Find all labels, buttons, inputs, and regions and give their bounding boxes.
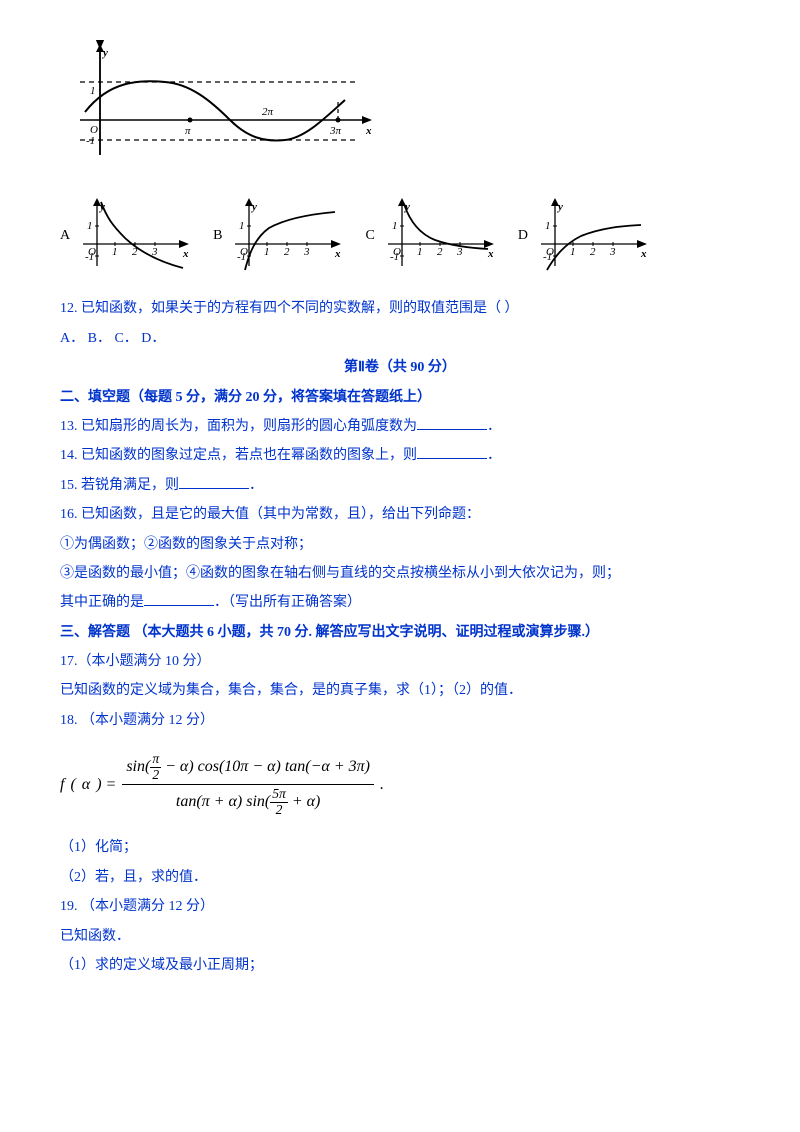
option-d-label: D — [518, 221, 528, 250]
svg-text:1: 1 — [417, 246, 423, 258]
option-a: A 1 -1 O y x 1 2 3 — [60, 196, 193, 274]
q16-l3: ③是函数的最小值；④函数的图象在轴右侧与直线的交点按横坐标从小到大依次记为，则； — [60, 559, 740, 588]
q14-dot: ． — [487, 448, 501, 463]
svg-text:x: x — [182, 248, 189, 260]
svg-text:1: 1 — [545, 220, 551, 232]
q16-blank — [144, 591, 214, 606]
svg-text:y: y — [101, 47, 108, 59]
svg-text:2: 2 — [590, 246, 596, 258]
q13-blank — [417, 415, 487, 430]
q12-options: A． B． C． D． — [60, 324, 740, 353]
svg-text:O: O — [393, 246, 401, 258]
q19-l1: 19. （本小题满分 12 分） — [60, 892, 740, 921]
svg-text:y: y — [250, 201, 257, 213]
svg-text:O: O — [240, 246, 248, 258]
q13-dot: ． — [487, 419, 501, 434]
q18-sub2: （2）若，且，求的值． — [60, 863, 740, 892]
svg-text:1: 1 — [87, 220, 93, 232]
svg-text:1: 1 — [264, 246, 270, 258]
svg-text:x: x — [334, 248, 341, 260]
q15-dot: ． — [249, 478, 263, 493]
svg-text:2π: 2π — [262, 106, 274, 118]
svg-text:1: 1 — [392, 220, 398, 232]
q19-l3: （1）求的定义域及最小正周期； — [60, 951, 740, 980]
q18-sub1: （1）化简； — [60, 833, 740, 862]
svg-text:1: 1 — [239, 220, 245, 232]
svg-text:O: O — [90, 124, 98, 136]
svg-text:2: 2 — [284, 246, 290, 258]
svg-text:O: O — [546, 246, 554, 258]
svg-text:3: 3 — [456, 246, 463, 258]
option-graphs-row: A 1 -1 O y x 1 2 3 B 1 -1 O — [60, 196, 740, 274]
q19-l2: 已知函数． — [60, 922, 740, 951]
svg-text:3: 3 — [609, 246, 616, 258]
section3-heading: 三、解答题 （本大题共 6 小题，共 70 分. 解答应写出文字说明、证明过程或… — [60, 618, 740, 647]
svg-text:x: x — [640, 248, 647, 260]
svg-text:π: π — [185, 125, 191, 137]
q14-text: 14. 已知函数的图象过定点，若点也在幂函数的图象上，则 — [60, 448, 417, 463]
q17-l2: 已知函数的定义域为集合，集合，集合，是的真子集，求（1）；（2）的值． — [60, 676, 740, 705]
option-d: D 1 -1 O y x 1 2 3 — [518, 196, 651, 274]
q16-l1: 16. 已知函数，且是它的最大值（其中为常数，且），给出下列命题： — [60, 500, 740, 529]
svg-text:1: 1 — [570, 246, 576, 258]
q16-l4-post: ．（写出所有正确答案） — [214, 595, 361, 610]
option-c: C 1 -1 O y x 1 2 3 — [365, 196, 497, 274]
option-b: B 1 -1 O y x 1 2 3 — [213, 196, 345, 274]
q16-l4-pre: 其中正确的是 — [60, 595, 144, 610]
main-sine-graph: 1 -1 O y x π 2π 3π — [70, 40, 740, 181]
q17-l1: 17.（本小题满分 10 分） — [60, 647, 740, 676]
svg-text:3: 3 — [303, 246, 310, 258]
q14: 14. 已知函数的图象过定点，若点也在幂函数的图象上，则 ． — [60, 441, 740, 470]
section2-heading: 二、填空题（每题 5 分，满分 20 分，将答案填在答题纸上） — [60, 383, 740, 412]
q12-text: 12. 已知函数，如果关于的方程有四个不同的实数解，则的取值范围是（ ） — [60, 294, 740, 323]
svg-text:1: 1 — [112, 246, 118, 258]
svg-text:-1: -1 — [86, 135, 95, 147]
q18-formula: f(α) = sin(π2 − α) cos(10π − α) tan(−α +… — [60, 750, 740, 818]
q15-blank — [179, 474, 249, 489]
svg-text:1: 1 — [90, 85, 96, 97]
section2-title: 第Ⅱ卷（共 90 分） — [60, 353, 740, 382]
svg-text:3π: 3π — [329, 125, 342, 137]
option-c-label: C — [365, 221, 374, 250]
q13-text: 13. 已知扇形的周长为，面积为，则扇形的圆心角弧度数为 — [60, 419, 417, 434]
svg-text:x: x — [365, 125, 372, 137]
svg-text:O: O — [88, 246, 96, 258]
svg-text:2: 2 — [437, 246, 443, 258]
option-a-label: A — [60, 221, 70, 250]
q13: 13. 已知扇形的周长为，面积为，则扇形的圆心角弧度数为 ． — [60, 412, 740, 441]
option-b-label: B — [213, 221, 222, 250]
q16-l2: ①为偶函数；②函数的图象关于点对称； — [60, 530, 740, 559]
q18-l1: 18. （本小题满分 12 分） — [60, 706, 740, 735]
q14-blank — [417, 444, 487, 459]
svg-text:x: x — [487, 248, 494, 260]
q16-l4: 其中正确的是 ．（写出所有正确答案） — [60, 588, 740, 617]
svg-text:y: y — [556, 201, 563, 213]
q15-text: 15. 若锐角满足，则 — [60, 478, 179, 493]
q15: 15. 若锐角满足，则 ． — [60, 471, 740, 500]
